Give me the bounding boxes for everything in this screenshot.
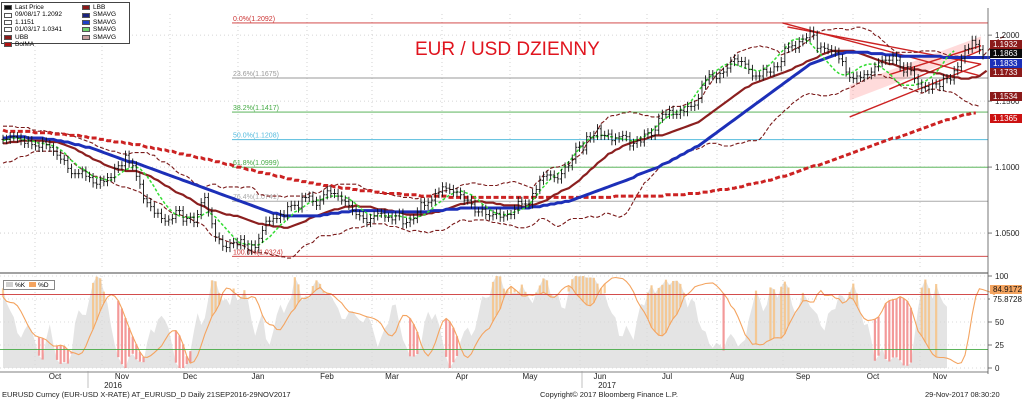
price-tick-label: 1.1000 — [995, 163, 1020, 172]
fib-label: 61.8%(1.0999) — [233, 160, 279, 167]
legend-item: 01/03/17 1.0341 — [4, 26, 62, 33]
legend-swatch — [29, 281, 37, 287]
osc-tag: 84.9172 — [990, 285, 1022, 295]
legend-item: SMAVG — [82, 11, 116, 18]
month-label: Oct — [49, 372, 62, 381]
bollinger-lower-line — [2, 74, 980, 259]
month-label: Jul — [662, 372, 672, 381]
axes: 1.20001.15001.10001.05000255075100OctNov… — [0, 8, 1020, 390]
stochastic-oscillator — [0, 272, 998, 368]
legend-label: UBB — [15, 33, 29, 41]
month-label: Sep — [796, 372, 811, 381]
price-overlays — [2, 22, 1005, 259]
legend-item: LBB — [82, 4, 116, 11]
legend-item: SMAVG — [82, 19, 116, 26]
osc-tick-label: 0 — [995, 364, 1000, 373]
year-label: 2017 — [598, 381, 616, 390]
month-label: May — [522, 372, 537, 381]
legend-label: SMAVG — [93, 26, 116, 34]
fib-label: 50.0%(1.1208) — [233, 133, 279, 140]
legend-swatch — [4, 42, 12, 48]
legend-swatch — [4, 12, 12, 18]
footer-timestamp: 29-Nov-2017 08:30:20 — [925, 390, 1000, 399]
year-label: 2016 — [104, 381, 122, 390]
month-label: Oct — [867, 372, 880, 381]
footer: EURUSD Curncy (EUR-USD X-RATE) AT_EURUSD… — [0, 389, 1024, 401]
month-label: Jan — [252, 372, 265, 381]
legend-label: LBB — [93, 4, 106, 11]
month-label: Feb — [320, 372, 334, 381]
osc-tick-label: 25 — [995, 341, 1004, 350]
osc-d-line — [2, 276, 998, 365]
chart-title: EUR / USD DZIENNY — [415, 39, 600, 60]
price-tag: 1.1365 — [990, 114, 1022, 124]
month-label: Dec — [183, 372, 197, 381]
legend-swatch — [4, 20, 12, 26]
legend-label: Last Price — [15, 4, 44, 11]
osc-tick-label: 100 — [995, 272, 1009, 281]
month-label: Apr — [456, 372, 469, 381]
fib-label: 23.6%(1.1675) — [233, 71, 279, 78]
legend-label: 1.1151 — [15, 18, 35, 26]
legend-swatch — [4, 34, 12, 40]
month-label: Nov — [933, 372, 947, 381]
month-label: Mar — [385, 372, 399, 381]
month-label: Nov — [115, 372, 129, 381]
sma-slow-line — [2, 111, 976, 199]
legend-item: UBB — [4, 34, 62, 41]
fib-label: 76.4%(1.0741) — [233, 194, 279, 201]
price-tick-label: 1.0500 — [995, 229, 1020, 238]
price-tag: 1.1863 — [990, 49, 1022, 59]
price-tag: 1.1733 — [990, 68, 1022, 78]
legend-item: Last Price — [4, 4, 62, 11]
sma-blue-line — [3, 50, 991, 218]
legend-label: SMAVG — [93, 11, 116, 19]
oscillator-legend: %K %D — [3, 280, 55, 290]
legend-label: 09/08/17 1.2092 — [15, 11, 62, 19]
price-tick-label: 1.2000 — [995, 31, 1020, 40]
fib-label: 100.0%(1.0324) — [233, 249, 283, 256]
fib-label: 38.2%(1.1417) — [233, 105, 279, 112]
price-series — [1, 26, 985, 255]
fib-label: 0.0%(1.2092) — [233, 16, 275, 23]
legend-swatch — [82, 27, 90, 33]
osc-k-area — [3, 276, 947, 368]
legend-label: SMAVG — [93, 18, 116, 26]
legend-swatch — [82, 34, 90, 40]
month-label: Aug — [730, 372, 744, 381]
price-tick-label: 1.1500 — [995, 97, 1020, 106]
legend-swatch — [82, 20, 90, 26]
legend-item: SMAVG — [82, 26, 116, 33]
legend-swatch — [4, 27, 12, 33]
price-tag: 1.1932 — [990, 39, 1022, 49]
price-tag: 1.1534 — [990, 92, 1022, 102]
osc-legend-item: %K — [6, 281, 25, 289]
osc-tick-label: 50 — [995, 318, 1004, 327]
legend-swatch — [82, 12, 90, 18]
fibonacci-levels: 0.0%(1.2092) 23.6%(1.1675) 38.2%(1.1417) 50… — [232, 16, 988, 257]
footer-security: EURUSD Curncy (EUR-USD X-RATE) AT_EURUSD… — [2, 390, 291, 399]
sma-green-line — [2, 38, 955, 246]
price-legend: Last Price 09/08/17 1.2092 1.1151 01/03/17 … — [1, 2, 130, 48]
legend-label: 01/03/17 1.0341 — [15, 26, 62, 34]
legend-swatch — [6, 281, 13, 287]
legend-label: SMAVG — [93, 33, 116, 41]
legend-item: 09/08/17 1.2092 — [4, 11, 62, 18]
footer-copyright: Copyright© 2017 Bloomberg Finance L.P. — [540, 390, 678, 399]
legend-swatch — [4, 5, 12, 11]
osc-tag: 75.8728 — [990, 294, 1022, 304]
trend-line — [888, 45, 982, 76]
legend-item: 1.1151 — [4, 19, 62, 26]
price-tag: 1.1833 — [990, 58, 1022, 68]
bollinger-upper-line — [3, 26, 1005, 200]
legend-swatch — [82, 5, 90, 11]
sma-darkred-line — [3, 49, 988, 229]
legend-label: BolMA — [15, 41, 35, 49]
legend-item: BolMA — [4, 41, 62, 48]
month-label: Jun — [594, 372, 607, 381]
legend-item: SMAVG — [82, 34, 116, 41]
osc-legend-item: %D — [29, 281, 49, 289]
